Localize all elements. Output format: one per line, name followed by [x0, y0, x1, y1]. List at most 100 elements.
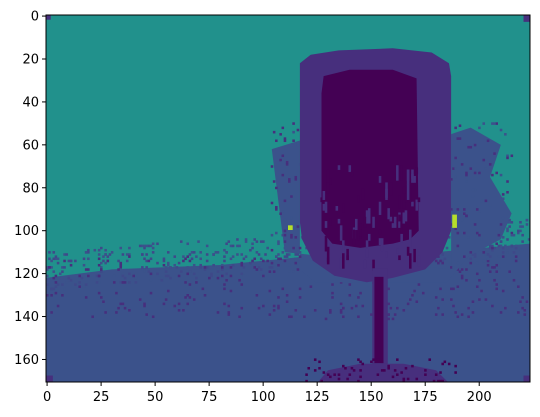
base-speckle — [415, 377, 419, 381]
table-speckle — [298, 296, 302, 299]
table-speckle — [277, 257, 280, 261]
interior-streak — [406, 184, 410, 200]
boundary-speckle — [519, 225, 522, 228]
table-speckle — [415, 300, 419, 303]
boundary-speckle — [141, 266, 144, 269]
halo-speckle — [454, 175, 457, 179]
table-speckle — [439, 259, 442, 263]
boundary-speckle — [491, 244, 494, 248]
halo-speckle — [279, 212, 282, 215]
base-speckle — [337, 373, 341, 376]
boundary-speckle — [50, 287, 53, 291]
interior-streak — [378, 175, 382, 183]
x-tick-label: 75 — [201, 390, 218, 405]
boundary-speckle — [67, 276, 71, 280]
table-speckle — [106, 259, 110, 263]
halo-speckle — [482, 251, 486, 254]
table-speckle — [493, 266, 496, 269]
table-speckle — [227, 304, 231, 308]
base-speckle — [376, 358, 380, 361]
table-speckle — [512, 278, 516, 282]
boundary-speckle — [95, 274, 99, 278]
boundary-speckle — [508, 218, 511, 222]
halo-speckle — [469, 145, 473, 149]
table-speckle — [52, 276, 56, 280]
halo-speckle — [288, 178, 291, 181]
table-speckle — [117, 268, 120, 271]
halo-speckle — [296, 128, 300, 132]
table-speckle — [117, 306, 120, 310]
table-speckle — [285, 300, 289, 303]
table-speckle — [514, 259, 518, 263]
interior-streak — [326, 246, 330, 263]
table-speckle — [456, 315, 460, 319]
boundary-speckle — [125, 253, 129, 256]
interior-streak — [378, 238, 382, 246]
halo-speckle — [499, 128, 503, 132]
interior-streak — [372, 259, 375, 271]
halo-speckle — [504, 133, 507, 136]
table-speckle — [104, 311, 107, 314]
boundary-speckle — [292, 259, 295, 263]
interior-streak — [387, 208, 390, 220]
base-speckle — [342, 364, 345, 368]
halo-speckle — [495, 122, 498, 125]
base-speckle — [333, 373, 336, 376]
boundary-speckle — [253, 238, 256, 241]
halo-speckle — [283, 218, 287, 222]
boundary-speckle — [151, 242, 155, 246]
boundary-speckle — [205, 244, 209, 248]
table-speckle — [138, 298, 142, 301]
table-speckle — [251, 259, 254, 263]
boundary-speckle — [499, 240, 503, 243]
halo-speckle — [484, 167, 488, 170]
table-speckle — [84, 268, 88, 271]
boundary-speckle — [447, 255, 451, 258]
halo-speckle — [454, 156, 457, 160]
halo-speckle — [281, 251, 285, 254]
base-speckle — [393, 369, 397, 372]
halo-speckle — [454, 227, 457, 231]
boundary-speckle — [447, 236, 451, 239]
halo-speckle — [506, 190, 509, 194]
base-speckle — [406, 377, 410, 381]
boundary-speckle — [210, 268, 213, 271]
boundary-speckle — [251, 242, 254, 246]
halo-speckle — [285, 160, 289, 164]
interior-streak — [370, 218, 373, 228]
table-speckle — [255, 268, 259, 271]
boundary-speckle — [506, 251, 509, 254]
boundary-speckle — [115, 281, 118, 284]
halo-speckle — [281, 160, 285, 164]
halo-speckle — [488, 270, 492, 273]
halo-speckle — [469, 251, 473, 254]
table-speckle — [132, 274, 135, 278]
table-speckle — [501, 289, 505, 293]
interior-streak — [348, 165, 352, 173]
interior-streak — [398, 195, 401, 209]
boundary-speckle — [46, 268, 49, 271]
base-speckle — [400, 371, 403, 374]
interior-streak — [357, 229, 360, 241]
boundary-speckle — [182, 255, 185, 258]
boundary-speckle — [488, 244, 492, 248]
table-speckle — [201, 287, 205, 291]
boundary-speckle — [519, 221, 522, 224]
boundary-speckle — [145, 268, 148, 271]
table-speckle — [339, 311, 343, 314]
boundary-speckle — [141, 253, 144, 256]
boundary-speckle — [87, 248, 90, 252]
interior-streak — [406, 169, 410, 185]
halo-speckle — [456, 246, 460, 250]
table-speckle — [421, 291, 425, 295]
plot-frame — [45, 14, 531, 383]
table-speckle — [396, 306, 399, 310]
halo-speckle — [272, 130, 276, 134]
boundary-speckle — [192, 263, 196, 267]
table-speckle — [184, 296, 187, 299]
boundary-speckle — [145, 244, 148, 248]
base-speckle — [329, 375, 332, 379]
boundary-speckle — [525, 223, 529, 226]
table-speckle — [361, 304, 365, 308]
boundary-speckle — [84, 283, 88, 286]
